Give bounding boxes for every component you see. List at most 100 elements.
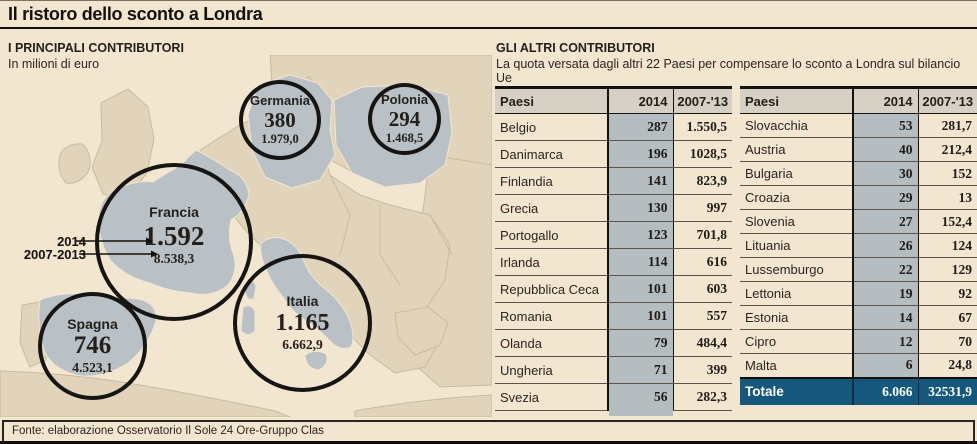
country-cell: Lussemburgo	[740, 257, 853, 282]
bubble-2007-value: 1.468,5	[385, 131, 424, 146]
column-header-2007-13: 2007-'13	[917, 87, 977, 114]
value-2007-13-cell: 997	[672, 194, 732, 222]
value-2007-13-cell: 124	[917, 233, 977, 258]
column-header-paesi: Paesi	[740, 87, 853, 114]
bubble-2007-value: 1.979,0	[261, 132, 299, 147]
table-row: Lituania 26 124	[740, 233, 977, 258]
bubble-2007-value: 4.523,1	[72, 360, 113, 376]
bubble-country-label: Francia	[149, 204, 199, 221]
tables-section-heading: GLI ALTRI CONTRIBUTORI	[496, 41, 655, 55]
value-2007-13-cell: 92	[917, 281, 977, 306]
country-cell: Lettonia	[740, 281, 853, 306]
map-land-tan-group	[0, 55, 492, 417]
value-2007-13-cell: 281,7	[917, 113, 977, 138]
table-row: Slovenia 27 152,4	[740, 209, 977, 234]
table-row: Malta 6 24,8	[740, 353, 977, 378]
table-header-row: Paesi 2014 2007-'13	[740, 87, 977, 114]
value-2007-13-cell: 152,4	[917, 209, 977, 234]
total-row: Totale 6.066 32531,9	[740, 376, 977, 405]
country-cell: Slovacchia	[740, 113, 853, 138]
value-2014-cell: 53	[852, 113, 918, 138]
country-cell: Belgio	[495, 113, 608, 141]
country-cell: Portogallo	[495, 221, 608, 249]
title-rule	[0, 27, 977, 29]
bubble-country-label: Germania	[250, 92, 310, 108]
country-cell: Svezia	[495, 383, 608, 411]
value-2014-cell: 56	[607, 383, 673, 411]
value-2007-13-cell: 282,3	[672, 383, 732, 411]
value-2007-13-cell: 13	[917, 185, 977, 210]
gray-column-tail	[609, 410, 673, 416]
value-2014-cell: 130	[607, 194, 673, 222]
value-2014-cell: 287	[607, 113, 673, 141]
country-cell: Malta	[740, 353, 853, 378]
table-row: Finlandia 141 823,9	[495, 167, 732, 195]
value-2014-cell: 6	[852, 353, 918, 378]
value-2014-cell: 196	[607, 140, 673, 168]
country-cell: Cipro	[740, 329, 853, 354]
page-title: Il ristoro dello sconto a Londra	[8, 4, 263, 24]
bubble-2014-value: 1.592	[143, 221, 205, 252]
map-region-ireland	[58, 143, 91, 184]
value-2014-cell: 101	[607, 302, 673, 330]
country-cell: Croazia	[740, 185, 853, 210]
bubble-italia: Italia 1.165 6.662,9	[233, 254, 372, 392]
table-row: Irlanda 114 616	[495, 248, 732, 276]
footer-box: Fonte: elaborazione Osservatorio Il Sole…	[2, 420, 975, 441]
value-2014-cell: 40	[852, 137, 918, 162]
value-2014-cell: 123	[607, 221, 673, 249]
map-region-africa-west	[0, 370, 291, 417]
value-2007-13-cell: 24,8	[917, 353, 977, 378]
value-2014-cell: 14	[852, 305, 918, 330]
bubble-francia: Francia 1.592 8.538,3	[95, 163, 253, 321]
map-region-greece	[394, 306, 449, 356]
value-2007-13-cell: 152	[917, 161, 977, 186]
bubble-spagna: Spagna 746 4.523,1	[38, 292, 147, 400]
value-2014-cell: 26	[852, 233, 918, 258]
legend-2014-label: 2014	[57, 234, 86, 249]
value-2007-13-cell: 701,8	[672, 221, 732, 249]
value-2007-13-cell: 399	[672, 356, 732, 384]
table-row: Repubblica Ceca 101 603	[495, 275, 732, 303]
column-header-2014: 2014	[852, 87, 918, 114]
value-2007-13-cell: 1.550,5	[672, 113, 732, 141]
country-cell: Bulgaria	[740, 161, 853, 186]
table-row: Bulgaria 30 152	[740, 161, 977, 186]
value-2007-13-cell: 603	[672, 275, 732, 303]
bottom-bar	[0, 441, 977, 444]
total-2007-13-cell: 32531,9	[917, 376, 977, 405]
contributors-table-left: Paesi 2014 2007-'13 Belgio 287 1.550,5 D…	[495, 86, 732, 411]
table-row: Cipro 12 70	[740, 329, 977, 354]
table-row: Lussemburgo 22 129	[740, 257, 977, 282]
map-region-africa-east	[354, 394, 492, 417]
bubble-2014-value: 746	[73, 332, 112, 360]
tables-section-subheading: La quota versata dagli altri 22 Paesi pe…	[496, 57, 961, 85]
bubble-germania: Germania 380 1.979,0	[239, 80, 321, 160]
source-note: Fonte: elaborazione Osservatorio Il Sole…	[12, 425, 324, 437]
table-row: Grecia 130 997	[495, 194, 732, 222]
country-cell: Romania	[495, 302, 608, 330]
table-row: Ungheria 71 399	[495, 356, 732, 384]
table-row: Estonia 14 67	[740, 305, 977, 330]
country-cell: Lituania	[740, 233, 853, 258]
value-2007-13-cell: 212,4	[917, 137, 977, 162]
table-row: Croazia 29 13	[740, 185, 977, 210]
table-row: Slovacchia 53 281,7	[740, 113, 977, 138]
table-row: Olanda 79 484,4	[495, 329, 732, 357]
column-header-2007-13: 2007-'13	[672, 87, 732, 114]
country-cell: Finlandia	[495, 167, 608, 195]
map-section-heading: I PRINCIPALI CONTRIBUTORI	[8, 41, 184, 55]
value-2007-13-cell: 67	[917, 305, 977, 330]
value-2007-13-cell: 484,4	[672, 329, 732, 357]
table-row: Portogallo 123 701,8	[495, 221, 732, 249]
value-2014-cell: 30	[852, 161, 918, 186]
table-row: Belgio 287 1.550,5	[495, 113, 732, 141]
bubble-country-label: Italia	[286, 293, 319, 310]
value-2007-13-cell: 823,9	[672, 167, 732, 195]
value-2007-13-cell: 129	[917, 257, 977, 282]
value-2014-cell: 29	[852, 185, 918, 210]
bubble-2007-value: 6.662,9	[282, 336, 323, 352]
country-cell: Ungheria	[495, 356, 608, 384]
country-cell: Irlanda	[495, 248, 608, 276]
table-row: Svezia 56 282,3	[495, 383, 732, 411]
